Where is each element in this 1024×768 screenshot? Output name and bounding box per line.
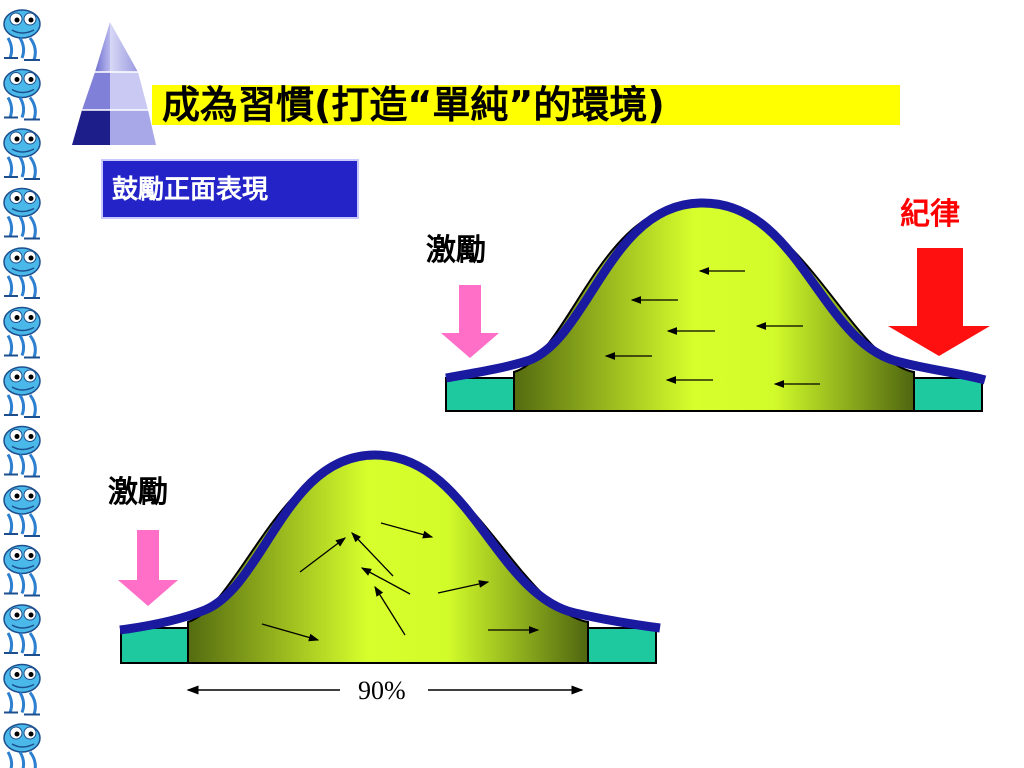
left-decorative-border	[3, 9, 41, 768]
bottom-flow-arrows	[261, 522, 540, 642]
bottom-left-base-block	[120, 627, 189, 664]
top-motivation-pink-arrow-icon	[441, 285, 499, 358]
badge: 鼓勵正面表現	[101, 159, 359, 219]
cartoon-figure-icon	[3, 425, 41, 478]
flow-arrow	[360, 567, 411, 595]
badge-label: 鼓勵正面表現	[112, 175, 268, 205]
bottom-motivation-label: 激勵	[108, 475, 168, 510]
pyramid-logo-icon	[72, 22, 156, 145]
cartoon-figure-icon	[3, 663, 41, 716]
title-highlight	[152, 85, 900, 125]
cartoon-figure-icon	[3, 366, 41, 418]
top-motivation-label: 激勵	[426, 233, 486, 268]
bottom-hill-shape	[187, 453, 589, 664]
flow-arrow	[299, 537, 347, 573]
flow-arrow	[261, 623, 320, 642]
cartoon-figure-icon	[3, 247, 41, 299]
bottom-hill-outline	[119, 450, 661, 635]
top-hill-diagram	[445, 198, 987, 412]
top-hill-outline	[445, 198, 987, 385]
cartoon-figure-icon	[3, 604, 41, 656]
cartoon-figure-icon	[3, 544, 41, 597]
bottom-hill-diagram	[119, 450, 661, 664]
cartoon-figure-icon	[3, 306, 41, 359]
top-left-base-block	[445, 377, 515, 412]
top-right-base-block	[913, 377, 983, 412]
flow-arrow	[437, 580, 490, 594]
top-hill-shape	[513, 201, 915, 412]
bottom-motivation-pink-arrow-icon	[118, 530, 178, 606]
span-percent-label: 90%	[358, 676, 406, 705]
flow-arrow	[374, 585, 406, 636]
flow-arrow	[351, 532, 394, 577]
cartoon-figure-icon	[3, 128, 41, 180]
discipline-red-arrow-icon	[888, 248, 990, 356]
top-flow-arrows	[604, 267, 820, 388]
discipline-label: 紀律	[900, 197, 960, 232]
cartoon-figure-icon	[3, 723, 41, 768]
page-title: 成為習慣(打造“單純”的環境)	[162, 83, 665, 127]
flow-arrow	[380, 522, 434, 539]
cartoon-figure-icon	[3, 187, 41, 240]
bottom-right-base-block	[587, 627, 657, 664]
cartoon-figure-icon	[3, 68, 41, 121]
cartoon-figure-icon	[3, 9, 41, 61]
cartoon-figure-icon	[3, 485, 41, 537]
